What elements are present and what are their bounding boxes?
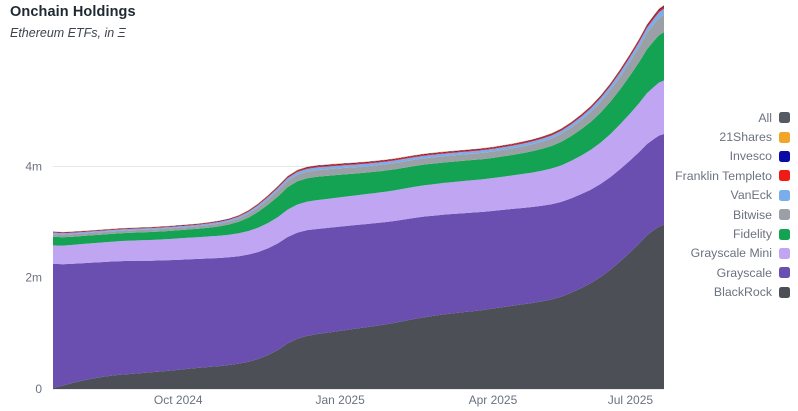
x-axis: Oct 2024 Jan 2025 Apr 2025 Jul 2025 xyxy=(154,393,653,407)
legend-item-label: VanEck xyxy=(730,188,772,203)
legend-item-grayscale[interactable]: Grayscale xyxy=(717,263,790,282)
legend-color-swatch xyxy=(779,150,790,162)
area-series-blackrock[interactable] xyxy=(53,224,664,389)
x-axis-tick-label: Apr 2025 xyxy=(469,393,518,407)
legend-item-bitwise[interactable]: Bitwise xyxy=(733,205,790,224)
legend-color-swatch xyxy=(779,267,790,279)
legend-item-label: All xyxy=(758,110,772,125)
legend-color-swatch xyxy=(779,209,790,221)
legend-item-label: BlackRock xyxy=(713,285,772,300)
legend-color-swatch xyxy=(779,189,790,201)
legend-item-label: 21Shares xyxy=(719,129,772,144)
chart-title: Onchain Holdings xyxy=(10,4,136,20)
chart-legend: All 21Shares Invesco Franklin Templeto VanEc… xyxy=(620,108,790,302)
y-axis-tick-label: 0 xyxy=(35,382,42,396)
legend-item-label: Franklin Templeto xyxy=(675,168,772,183)
legend-color-swatch xyxy=(779,228,790,240)
chart-subtitle: Ethereum ETFs, in Ξ xyxy=(10,26,126,40)
x-axis-tick-label: Oct 2024 xyxy=(154,393,203,407)
legend-item-label: Grayscale xyxy=(716,265,772,280)
legend-item-label: Fidelity xyxy=(733,226,772,241)
legend-item-franklin-templeton[interactable]: Franklin Templeto xyxy=(675,166,790,185)
legend-item-21shares[interactable]: 21Shares xyxy=(719,127,790,146)
legend-color-swatch xyxy=(779,112,790,124)
series-areas xyxy=(53,4,664,389)
area-series-grayscale-mini[interactable] xyxy=(53,80,664,265)
legend-item-invesco[interactable]: Invesco xyxy=(730,147,790,166)
y-axis-tick-label: 2m xyxy=(25,271,42,285)
area-series-grayscale[interactable] xyxy=(53,134,664,388)
legend-item-all[interactable]: All xyxy=(758,108,790,127)
legend-color-swatch xyxy=(779,247,790,259)
legend-color-swatch xyxy=(779,170,790,182)
legend-item-label: Bitwise xyxy=(733,207,772,222)
x-axis-tick-label: Jan 2025 xyxy=(315,393,365,407)
x-axis-tick-label: Jul 2025 xyxy=(608,393,654,407)
legend-item-label: Invesco xyxy=(729,149,772,164)
legend-item-blackrock[interactable]: BlackRock xyxy=(714,283,790,302)
legend-item-vaneck[interactable]: VanEck xyxy=(731,186,790,205)
legend-item-fidelity[interactable]: Fidelity xyxy=(733,224,790,243)
legend-item-label: Grayscale Mini xyxy=(690,246,772,261)
legend-color-swatch xyxy=(779,131,790,143)
legend-color-swatch xyxy=(779,286,790,298)
legend-item-grayscale-mini[interactable]: Grayscale Mini xyxy=(691,244,790,263)
y-axis-tick-label: 4m xyxy=(25,159,42,173)
